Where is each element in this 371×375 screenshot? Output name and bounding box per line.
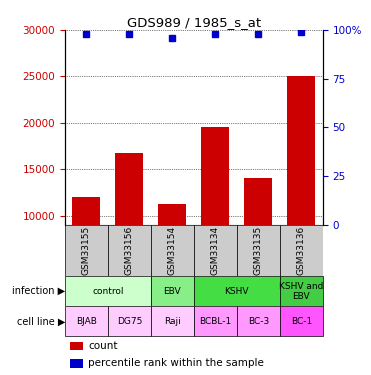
- Bar: [70, 359, 83, 368]
- FancyBboxPatch shape: [194, 306, 237, 336]
- FancyBboxPatch shape: [280, 276, 323, 306]
- Text: BC-3: BC-3: [248, 317, 269, 326]
- FancyBboxPatch shape: [108, 306, 151, 336]
- FancyBboxPatch shape: [108, 225, 151, 276]
- Bar: [287, 75, 315, 225]
- FancyBboxPatch shape: [151, 306, 194, 336]
- Bar: [72, 197, 101, 225]
- FancyBboxPatch shape: [280, 225, 323, 276]
- Text: DG75: DG75: [117, 317, 142, 326]
- FancyBboxPatch shape: [194, 276, 280, 306]
- Bar: [115, 153, 143, 225]
- Text: KSHV: KSHV: [224, 286, 249, 296]
- Text: GSM33154: GSM33154: [168, 226, 177, 275]
- Text: cell line ▶: cell line ▶: [17, 316, 65, 326]
- Text: KSHV and
EBV: KSHV and EBV: [279, 282, 324, 300]
- Text: GSM33134: GSM33134: [211, 226, 220, 275]
- Title: GDS989 / 1985_s_at: GDS989 / 1985_s_at: [127, 16, 261, 29]
- FancyBboxPatch shape: [65, 225, 108, 276]
- Bar: [244, 178, 272, 225]
- FancyBboxPatch shape: [237, 306, 280, 336]
- FancyBboxPatch shape: [65, 276, 151, 306]
- Bar: [158, 204, 186, 225]
- Text: percentile rank within the sample: percentile rank within the sample: [88, 358, 264, 368]
- Text: infection ▶: infection ▶: [12, 286, 65, 296]
- FancyBboxPatch shape: [237, 225, 280, 276]
- Text: GSM33156: GSM33156: [125, 226, 134, 275]
- FancyBboxPatch shape: [280, 306, 323, 336]
- Bar: [201, 127, 229, 225]
- Bar: [70, 342, 83, 350]
- Text: control: control: [92, 286, 124, 296]
- FancyBboxPatch shape: [151, 225, 194, 276]
- Text: BJAB: BJAB: [76, 317, 97, 326]
- Text: BC-1: BC-1: [290, 317, 312, 326]
- Text: Raji: Raji: [164, 317, 181, 326]
- Text: count: count: [88, 341, 118, 351]
- FancyBboxPatch shape: [194, 225, 237, 276]
- Text: BCBL-1: BCBL-1: [199, 317, 232, 326]
- Text: GSM33136: GSM33136: [297, 226, 306, 275]
- Text: EBV: EBV: [164, 286, 181, 296]
- Text: GSM33155: GSM33155: [82, 226, 91, 275]
- Text: GSM33135: GSM33135: [254, 226, 263, 275]
- FancyBboxPatch shape: [151, 276, 194, 306]
- FancyBboxPatch shape: [65, 306, 108, 336]
